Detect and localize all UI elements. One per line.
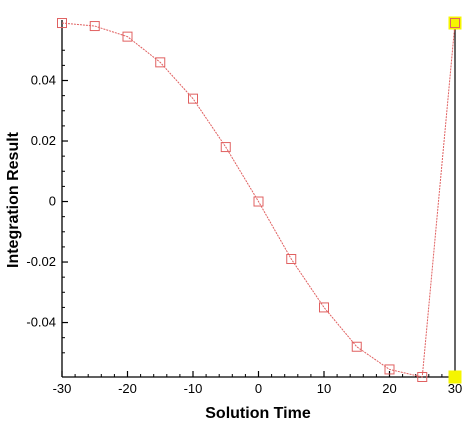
x-tick-label: -10 bbox=[184, 381, 203, 396]
highlight-marker bbox=[448, 16, 462, 30]
x-tick-label: 20 bbox=[382, 381, 396, 396]
y-tick-label: -0.02 bbox=[26, 254, 56, 269]
x-tick-label: 10 bbox=[317, 381, 331, 396]
data-point bbox=[57, 18, 67, 29]
x-tick-label: 30 bbox=[448, 381, 462, 396]
data-point bbox=[89, 21, 100, 32]
data-point bbox=[122, 31, 133, 42]
data-point bbox=[450, 18, 460, 29]
y-axis-title: Integration Result bbox=[5, 131, 22, 268]
series-line bbox=[61, 22, 456, 378]
data-point bbox=[188, 93, 198, 104]
data-point bbox=[155, 57, 166, 68]
x-tick-label: -20 bbox=[118, 381, 137, 396]
data-point bbox=[417, 372, 428, 382]
data-point bbox=[351, 341, 362, 352]
x-tick-label: 0 bbox=[255, 381, 262, 396]
y-tick-label: 0 bbox=[49, 194, 56, 209]
data-point bbox=[319, 302, 329, 313]
data-point bbox=[286, 254, 297, 265]
y-tick-label: 0.04 bbox=[31, 73, 56, 88]
y-tick-label: -0.04 bbox=[26, 315, 56, 330]
data-point bbox=[220, 142, 231, 153]
y-tick-label: 0.02 bbox=[31, 133, 56, 148]
data-point bbox=[253, 196, 264, 207]
highlight-marker bbox=[448, 370, 462, 384]
data-point bbox=[384, 364, 395, 375]
x-tick-label: -30 bbox=[53, 381, 72, 396]
x-axis-title: Solution Time bbox=[205, 405, 311, 421]
